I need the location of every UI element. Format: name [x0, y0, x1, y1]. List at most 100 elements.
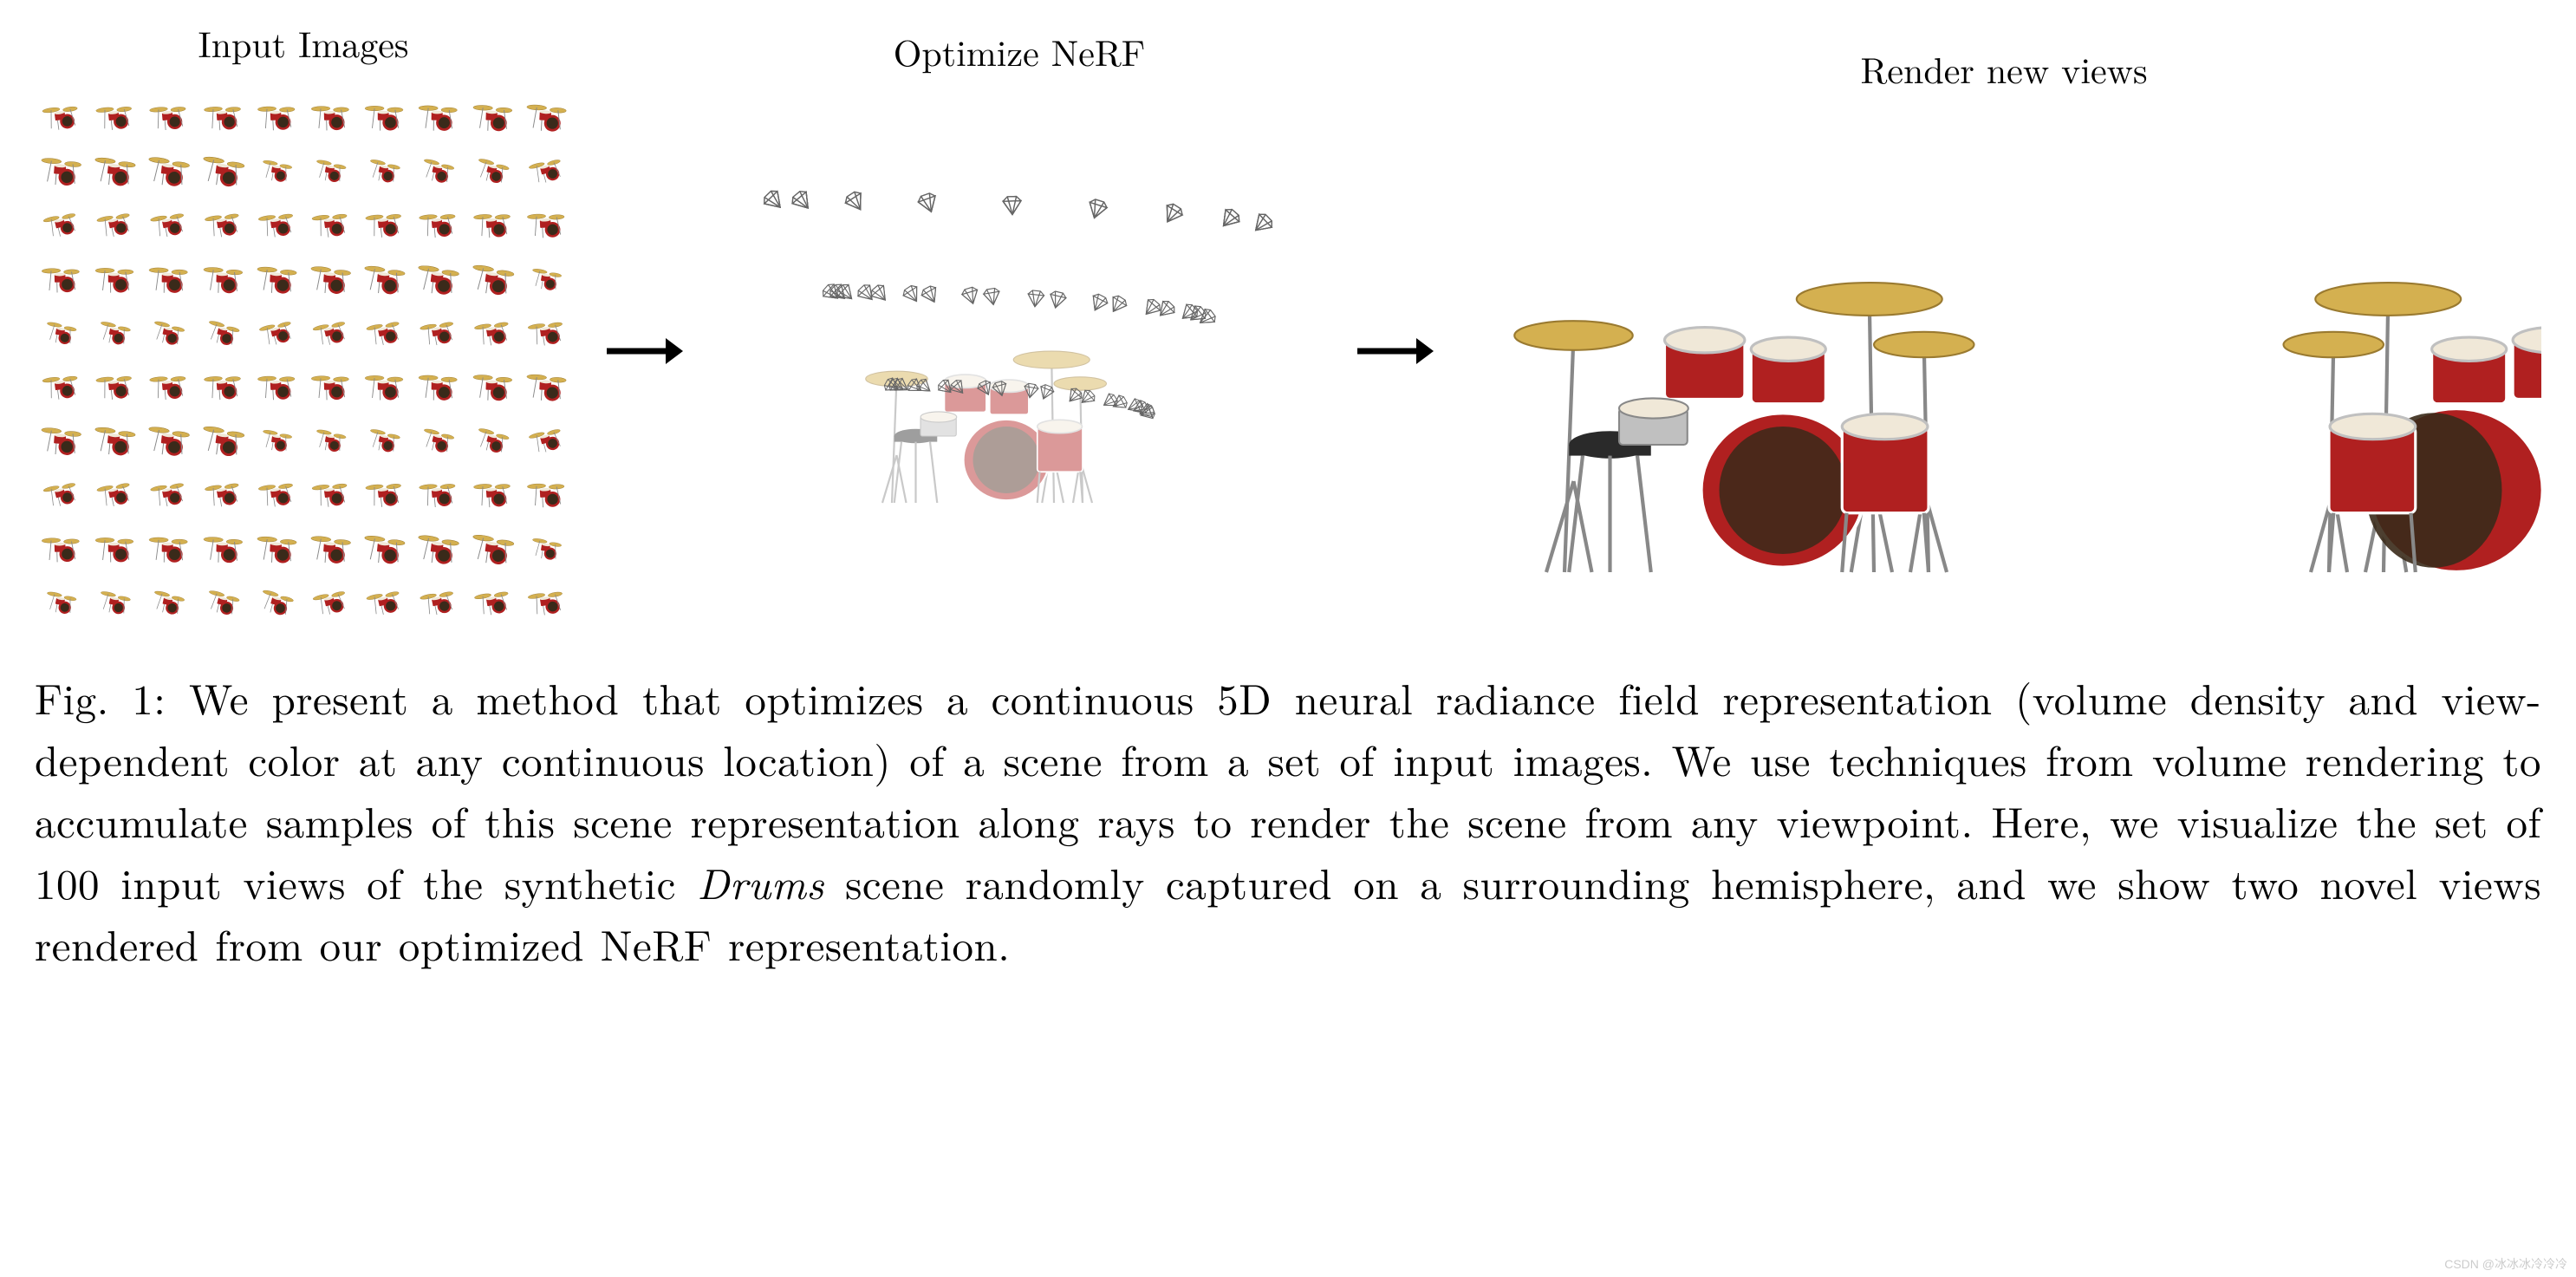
stage-optimize-title: Optimize NeRF [894, 26, 1145, 77]
input-thumb [304, 248, 356, 300]
input-thumb [412, 409, 464, 461]
input-thumb [250, 571, 302, 623]
input-thumb [304, 302, 356, 354]
input-thumb [250, 463, 302, 515]
input-thumb [520, 571, 572, 623]
input-thumb [88, 409, 140, 461]
input-thumb [304, 463, 356, 515]
pipeline-row: Input Images [35, 17, 2541, 623]
input-grid [35, 86, 572, 623]
stage-render: Render new views [1467, 43, 2541, 597]
drum-render-1 [1467, 112, 1987, 597]
input-thumb [412, 302, 464, 354]
input-thumb [197, 86, 249, 138]
input-thumb [304, 355, 356, 407]
input-thumb [250, 140, 302, 192]
input-thumb [88, 140, 140, 192]
input-thumb [466, 86, 518, 138]
input-thumb [88, 463, 140, 515]
input-thumb [35, 355, 87, 407]
input-thumb [412, 86, 464, 138]
input-thumb [520, 463, 572, 515]
input-thumb [142, 302, 194, 354]
caption-label: Fig. 1: [35, 668, 166, 727]
input-thumb [520, 518, 572, 570]
input-thumb [358, 140, 410, 192]
input-thumb [197, 140, 249, 192]
input-thumb [358, 193, 410, 245]
input-thumb [35, 140, 87, 192]
input-thumb [197, 248, 249, 300]
input-thumb [250, 518, 302, 570]
input-thumb [358, 302, 410, 354]
input-thumb [304, 140, 356, 192]
optimize-svg [716, 94, 1323, 615]
input-thumb [466, 518, 518, 570]
input-thumb [412, 463, 464, 515]
input-thumb [88, 571, 140, 623]
input-thumb [520, 140, 572, 192]
input-thumb [35, 409, 87, 461]
stage-optimize: Optimize NeRF [716, 26, 1323, 615]
input-thumb [304, 193, 356, 245]
figure-container: Input Images [35, 17, 2541, 974]
input-thumb [466, 355, 518, 407]
input-thumb [142, 518, 194, 570]
input-thumb [466, 140, 518, 192]
stage-render-title: Render new views [1860, 43, 2147, 94]
input-thumb [412, 355, 464, 407]
figure-caption: Fig. 1: We present a method that optimiz… [35, 667, 2541, 974]
input-thumb [304, 86, 356, 138]
input-thumb [88, 302, 140, 354]
input-thumb [142, 86, 194, 138]
drum-render-2 [2021, 112, 2541, 597]
input-thumb [520, 409, 572, 461]
input-thumb [250, 193, 302, 245]
input-thumb [88, 86, 140, 138]
input-thumb [250, 409, 302, 461]
input-thumb [35, 248, 87, 300]
input-thumb [412, 248, 464, 300]
arrow-1 [588, 303, 700, 391]
input-thumb [142, 409, 194, 461]
input-thumb [466, 409, 518, 461]
input-thumb [466, 193, 518, 245]
input-thumb [35, 86, 87, 138]
input-thumb [88, 193, 140, 245]
input-thumb [35, 463, 87, 515]
input-thumb [304, 518, 356, 570]
input-thumb [35, 302, 87, 354]
input-thumb [197, 518, 249, 570]
input-thumb [412, 518, 464, 570]
input-thumb [142, 248, 194, 300]
input-thumb [520, 302, 572, 354]
optimize-viz [716, 94, 1323, 615]
input-thumb [520, 355, 572, 407]
input-thumb [197, 409, 249, 461]
input-thumb [250, 355, 302, 407]
input-thumb [88, 355, 140, 407]
input-thumb [142, 193, 194, 245]
stage-input-title: Input Images [198, 17, 409, 68]
render-view-1 [1467, 112, 1987, 597]
input-thumb [35, 571, 87, 623]
input-thumb [250, 86, 302, 138]
input-thumb [197, 302, 249, 354]
input-thumb [142, 571, 194, 623]
input-thumb [197, 571, 249, 623]
input-thumb [520, 86, 572, 138]
input-thumb [466, 571, 518, 623]
input-thumb [358, 518, 410, 570]
input-thumb [197, 355, 249, 407]
input-thumb [358, 571, 410, 623]
input-thumb [520, 193, 572, 245]
input-thumb [88, 248, 140, 300]
input-thumb [358, 248, 410, 300]
input-thumb [142, 355, 194, 407]
input-thumb [466, 463, 518, 515]
input-thumb [412, 571, 464, 623]
render-views [1467, 112, 2541, 597]
input-thumb [304, 409, 356, 461]
input-thumb [520, 248, 572, 300]
input-thumb [412, 193, 464, 245]
